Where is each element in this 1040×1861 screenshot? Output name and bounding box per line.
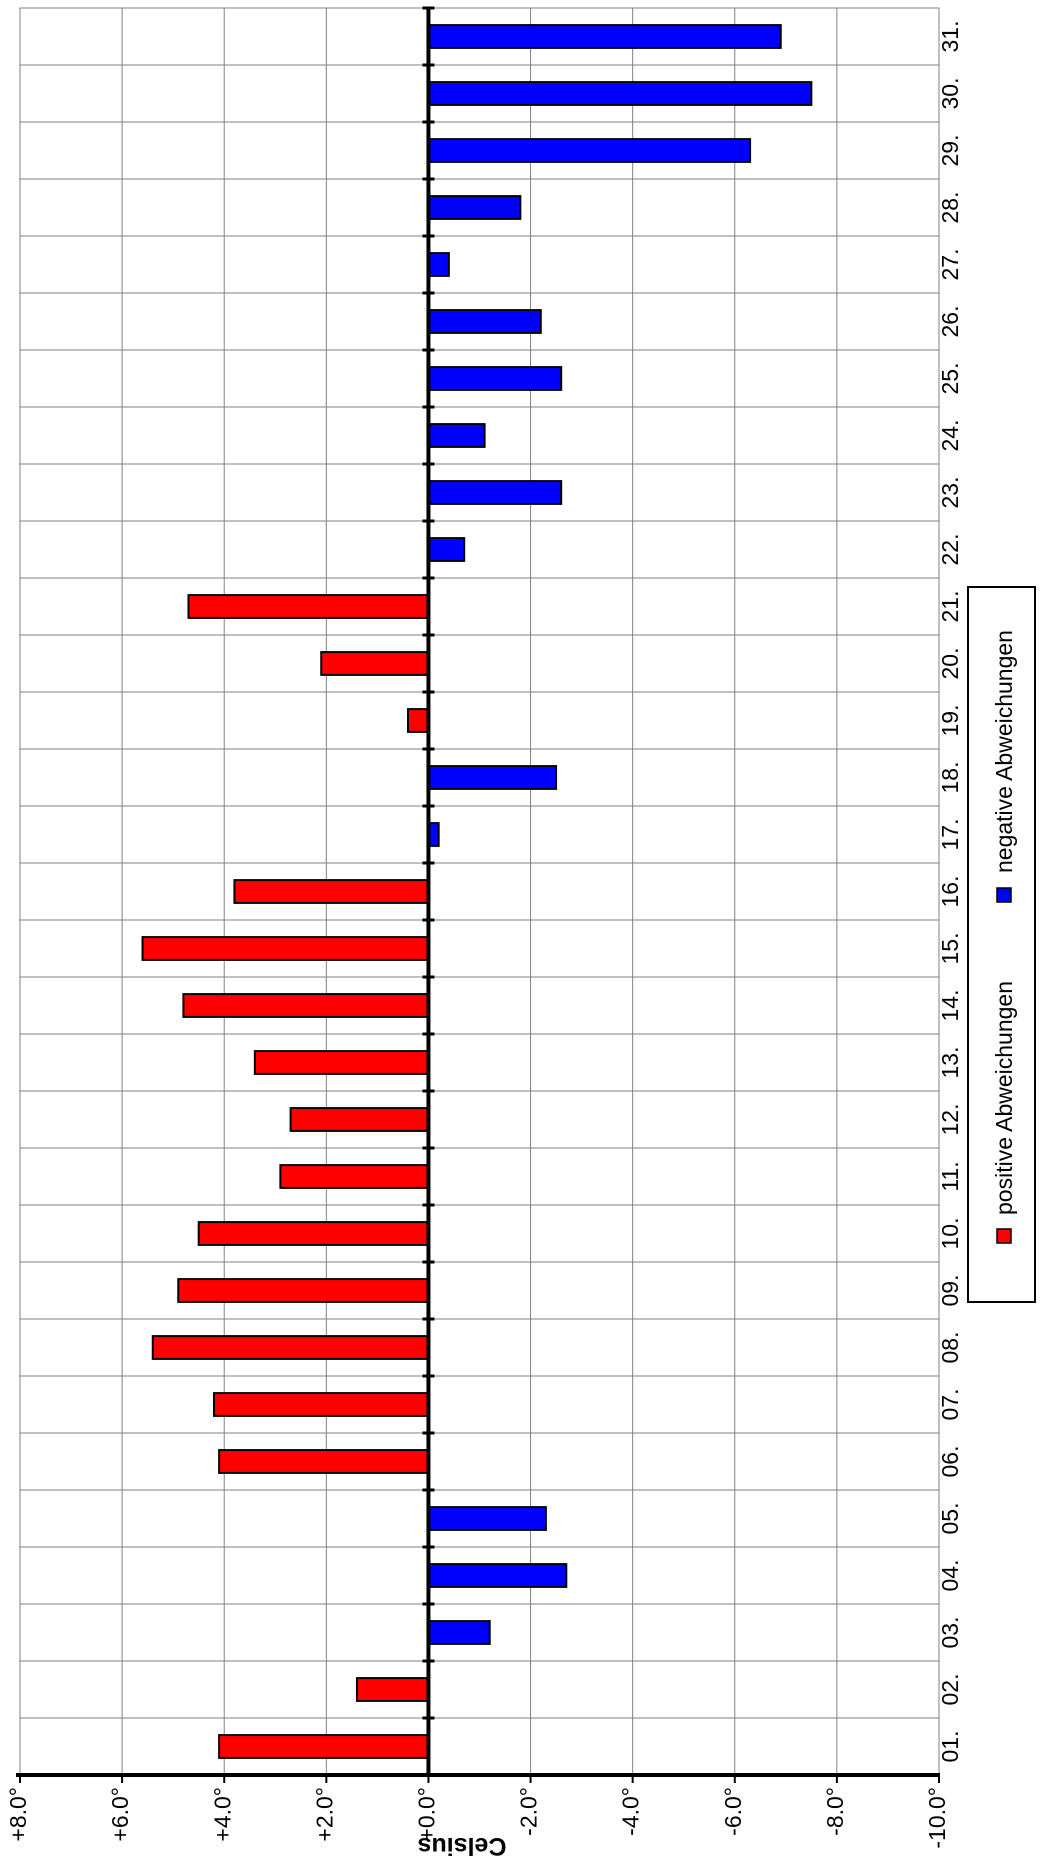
category-label: 29. (937, 135, 963, 167)
category-label: 21. (937, 591, 963, 623)
category-label: 08. (937, 1332, 963, 1364)
category-label: 05. (937, 1503, 963, 1535)
category-label: 19. (937, 705, 963, 737)
value-tick-label: +8.0° (5, 1787, 31, 1842)
value-axis-ticks: +8.0° +6.0° +4.0° +2.0° +0.0° -2.0° -4.0° -6.0°… (5, 1775, 950, 1849)
bar-10 (197, 1221, 430, 1246)
legend-swatch-negative (996, 887, 1012, 903)
category-label: 11. (937, 1161, 963, 1191)
category-label: 06. (937, 1446, 963, 1478)
value-tick-label: +6.0° (107, 1787, 133, 1842)
bar-19 (407, 708, 430, 733)
bars (141, 24, 813, 1759)
category-label: 07. (937, 1389, 963, 1421)
bar-07 (213, 1392, 430, 1417)
bar-11 (279, 1164, 430, 1189)
bar-08 (151, 1335, 430, 1360)
gridlines (19, 7, 940, 1776)
category-axis-ticks: 01. 02. 03. 04. 05. 06. 07. 08. 09. 10. 11. 12. 13. 1… (937, 21, 963, 1763)
category-label: 26. (937, 306, 963, 338)
value-tick-label: +2.0° (311, 1787, 337, 1842)
category-label: 04. (937, 1560, 963, 1592)
bar-05 (427, 1506, 547, 1531)
value-tick-label: -6.0° (720, 1787, 746, 1836)
category-label: 09. (937, 1275, 963, 1307)
bar-02 (355, 1677, 430, 1702)
legend-swatch-positive (996, 1228, 1012, 1244)
bar-27 (427, 252, 450, 277)
category-label: 20. (937, 648, 963, 680)
value-tick-label: -4.0° (618, 1787, 644, 1836)
bar-30 (427, 81, 813, 106)
category-label: 14. (937, 990, 963, 1022)
category-label: 27. (937, 249, 963, 281)
category-label: 16. (937, 876, 963, 908)
category-label: 02. (937, 1674, 963, 1706)
axes (16, 6, 940, 1777)
legend-label-negative: negative Abweichungen (991, 630, 1017, 873)
bar-31 (427, 24, 782, 49)
bar-12 (289, 1107, 430, 1132)
value-tick-label: -8.0° (822, 1787, 848, 1836)
category-label: 30. (937, 78, 963, 110)
category-label: 13. (937, 1047, 963, 1079)
bar-09 (177, 1278, 430, 1303)
bar-24 (427, 423, 486, 448)
bar-20 (320, 651, 430, 676)
category-label: 03. (937, 1617, 963, 1649)
legend-box (967, 586, 1036, 1303)
legend-label-positive: positive Abweichungen (991, 981, 1017, 1215)
bar-14 (182, 993, 430, 1018)
bar-16 (233, 879, 430, 904)
category-label: 18. (937, 762, 963, 794)
value-tick-label: +0.0° (414, 1787, 440, 1842)
category-label: 31. (937, 21, 963, 53)
bar-15 (141, 936, 430, 961)
category-label: 23. (937, 477, 963, 509)
bar-22 (427, 537, 466, 562)
category-label: 17. (937, 819, 963, 851)
category-label: 25. (937, 363, 963, 395)
bar-26 (427, 309, 542, 334)
bar-18 (427, 765, 558, 790)
bar-06 (218, 1449, 430, 1474)
value-tick-label: -2.0° (516, 1787, 542, 1836)
value-axis-title: Celsius (418, 1832, 507, 1860)
bar-13 (253, 1050, 430, 1075)
category-label: 15. (937, 933, 963, 965)
category-label: 01. (937, 1731, 963, 1763)
bar-23 (427, 480, 563, 505)
bar-03 (427, 1620, 491, 1645)
bar-21 (187, 594, 430, 619)
value-tick-label: +4.0° (209, 1787, 235, 1842)
value-tick-label: -10.0° (924, 1787, 950, 1849)
bar-29 (427, 138, 752, 163)
category-label: 24. (937, 420, 963, 452)
category-label: 10. (937, 1218, 963, 1250)
category-label: 12. (937, 1104, 963, 1136)
bar-04 (427, 1563, 568, 1588)
bar-25 (427, 366, 563, 391)
bar-01 (218, 1734, 430, 1759)
category-label: 28. (937, 192, 963, 224)
bar-28 (427, 195, 522, 220)
category-label: 22. (937, 534, 963, 566)
legend: positive Abweichungen negative Abweichun… (967, 586, 1036, 1303)
